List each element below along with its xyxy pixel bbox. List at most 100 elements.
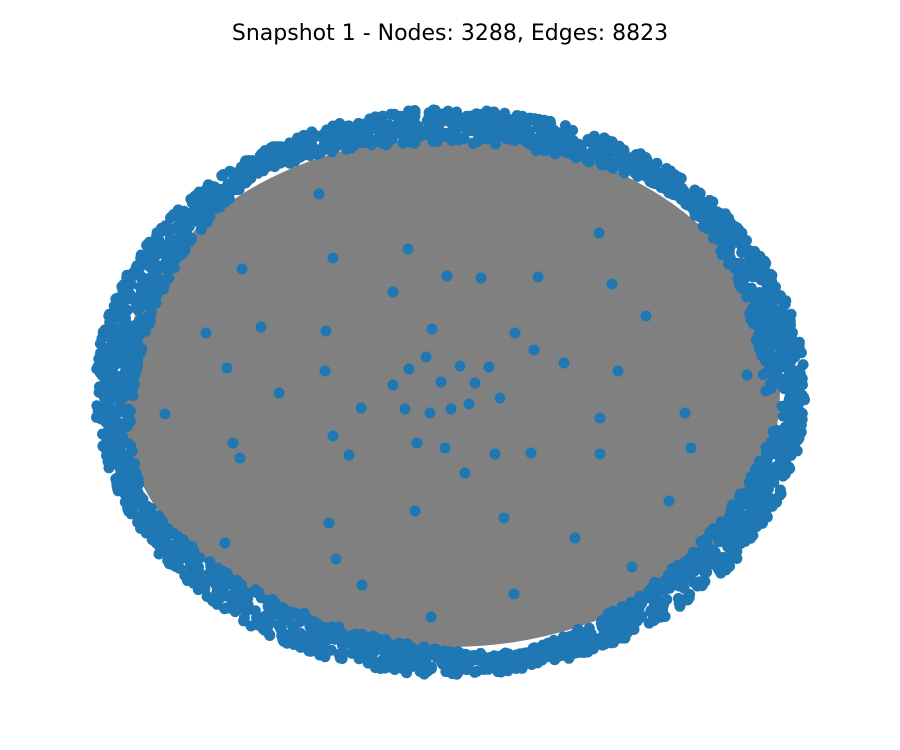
graph-node	[762, 453, 773, 465]
graph-node	[196, 219, 208, 231]
graph-node	[756, 505, 768, 517]
graph-node	[128, 295, 140, 307]
graph-node	[779, 383, 790, 395]
graph-node	[399, 403, 411, 415]
graph-node	[330, 138, 342, 150]
graph-node	[216, 566, 228, 577]
graph-node	[683, 592, 695, 604]
graph-node	[461, 110, 473, 122]
graph-node	[211, 580, 223, 592]
graph-node	[456, 651, 468, 663]
graph-node	[186, 541, 198, 553]
graph-node	[741, 235, 752, 246]
graph-node	[646, 177, 658, 189]
graph-node	[495, 665, 507, 677]
graph-node	[711, 206, 723, 218]
graph-node	[748, 246, 760, 257]
graph-node	[630, 149, 642, 160]
graph-node	[711, 561, 723, 573]
graph-node	[273, 387, 285, 399]
graph-node	[612, 612, 624, 623]
figure-title: Snapshot 1 - Nodes: 3288, Edges: 8823	[231, 21, 669, 46]
graph-node	[119, 360, 131, 372]
graph-node	[200, 327, 212, 339]
graph-node	[346, 647, 358, 659]
graph-node	[124, 416, 136, 428]
graph-node	[687, 552, 699, 564]
graph-node	[355, 119, 367, 131]
graph-node	[216, 170, 228, 182]
graph-node	[369, 644, 381, 655]
graph-node	[634, 590, 646, 602]
graph-node	[722, 524, 734, 535]
graph-node	[585, 147, 597, 159]
graph-node	[355, 402, 367, 414]
graph-node	[695, 201, 707, 213]
graph-node	[118, 377, 130, 388]
graph-node	[135, 522, 147, 534]
graph-node	[177, 546, 189, 558]
graph-node	[96, 332, 108, 344]
graph-node	[534, 133, 545, 145]
graph-node	[769, 461, 781, 473]
graph-node	[130, 355, 142, 367]
graph-node	[319, 137, 331, 149]
graph-node	[107, 376, 119, 387]
graph-node	[623, 613, 635, 624]
graph-node	[141, 296, 153, 308]
graph-node	[549, 148, 561, 160]
graph-node	[541, 145, 553, 156]
graph-node	[298, 630, 309, 641]
graph-node	[427, 136, 439, 147]
graph-node	[125, 440, 137, 452]
graph-node	[647, 609, 659, 621]
graph-node	[612, 365, 624, 377]
graph-node	[314, 649, 326, 661]
graph-node	[621, 603, 633, 615]
graph-node	[408, 132, 420, 144]
graph-node	[329, 128, 341, 140]
graph-node	[756, 330, 768, 342]
graph-node	[776, 400, 788, 412]
graph-node	[304, 150, 316, 161]
graph-node	[669, 169, 681, 181]
graph-node	[197, 576, 209, 588]
graph-node	[598, 132, 610, 144]
graph-node	[531, 646, 543, 658]
graph-node	[426, 323, 438, 335]
graph-node	[778, 435, 790, 447]
graph-node	[183, 212, 194, 224]
graph-node	[407, 659, 419, 670]
graph-node	[471, 665, 483, 677]
graph-node	[402, 243, 414, 255]
graph-node	[475, 272, 487, 284]
graph-node	[679, 407, 691, 419]
graph-node	[666, 575, 678, 587]
graph-node	[789, 438, 801, 449]
graph-node	[640, 310, 652, 322]
graph-node	[400, 133, 412, 145]
graph-node	[659, 183, 671, 194]
graph-node	[263, 594, 275, 606]
graph-node	[468, 138, 479, 149]
graph-node	[323, 517, 335, 529]
graph-node	[735, 488, 746, 500]
graph-node	[648, 600, 660, 612]
graph-node	[627, 164, 639, 176]
graph-node	[357, 635, 369, 647]
graph-node	[172, 530, 184, 542]
graph-node	[725, 515, 737, 527]
graph-node	[234, 166, 246, 178]
graph-node	[259, 162, 271, 173]
graph-node	[371, 121, 383, 133]
graph-node	[312, 618, 324, 630]
graph-node	[767, 426, 779, 437]
graph-node	[783, 316, 795, 328]
graph-node	[205, 566, 216, 577]
graph-node	[764, 351, 776, 363]
graph-node	[488, 106, 500, 118]
graph-node	[394, 114, 406, 126]
graph-node	[741, 369, 753, 381]
graph-node	[528, 656, 540, 668]
graph-node	[439, 442, 451, 454]
